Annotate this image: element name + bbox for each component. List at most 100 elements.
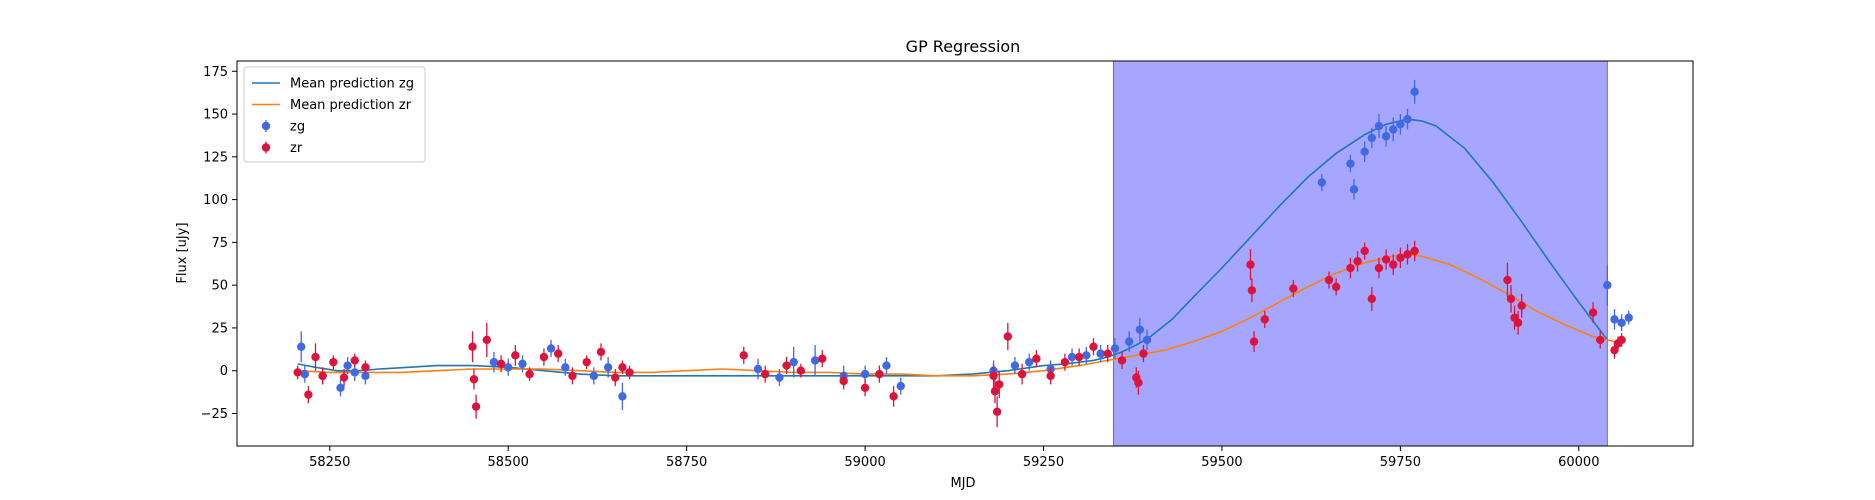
point-zr <box>293 368 302 377</box>
legend-label-mean-prediction-zr: Mean prediction zr <box>290 98 412 113</box>
point-zr <box>339 373 349 382</box>
point-zg <box>1110 344 1120 353</box>
point-zg <box>589 371 599 381</box>
point-zr <box>1367 294 1377 304</box>
point-zr <box>860 383 870 393</box>
point-zr <box>1074 352 1084 362</box>
point-zr <box>1249 337 1259 346</box>
point-zr <box>329 357 338 367</box>
point-zr <box>1247 286 1257 295</box>
point-zg <box>603 363 613 372</box>
point-zr <box>539 352 549 362</box>
point-zg <box>1124 337 1134 346</box>
point-zr <box>1089 342 1098 351</box>
legend-label-zg: zg <box>290 120 305 135</box>
point-zg <box>618 392 627 401</box>
y-tick-label: 75 <box>211 236 228 251</box>
point-zg <box>896 381 905 391</box>
plot-frame <box>236 60 1694 447</box>
y-tick-label: 0 <box>220 364 228 379</box>
y-axis-label: Flux [uJy] <box>175 222 190 283</box>
point-zg <box>1142 335 1152 345</box>
legend-label-mean-prediction-zg: Mean prediction zg <box>290 77 414 92</box>
point-zg <box>504 363 513 372</box>
legend-marker-zr <box>261 143 271 152</box>
point-zg <box>1617 318 1626 327</box>
point-zr <box>875 369 884 379</box>
y-tick-label: 25 <box>211 321 228 336</box>
point-zr <box>611 373 620 382</box>
point-zr <box>1360 246 1369 256</box>
point-zg <box>1096 349 1105 358</box>
point-zr <box>318 371 327 381</box>
point-zr <box>889 392 898 401</box>
x-tick-label: 59000 <box>844 455 885 470</box>
point-zg <box>361 371 370 381</box>
point-zg <box>297 342 306 351</box>
point-zr <box>1003 332 1013 341</box>
point-zr <box>469 375 479 384</box>
point-zg <box>300 369 310 379</box>
point-zg <box>1317 178 1327 187</box>
point-zr <box>1588 308 1598 317</box>
point-zg <box>1010 361 1020 370</box>
y-tick-label: 175 <box>203 65 228 80</box>
x-axis-label: MJD <box>950 476 975 491</box>
point-zr <box>989 371 998 381</box>
point-zr <box>618 363 627 372</box>
point-zr <box>796 366 806 375</box>
point-zr <box>311 352 320 362</box>
point-zr <box>304 390 313 399</box>
point-zr <box>1346 263 1355 273</box>
point-zg <box>1381 132 1391 141</box>
point-zg <box>336 383 345 393</box>
point-zr <box>1260 315 1269 324</box>
point-zg <box>1624 313 1633 322</box>
point-zr <box>511 351 520 360</box>
point-zr <box>361 363 370 372</box>
point-zr <box>1374 263 1384 273</box>
y-tick-label: 100 <box>203 193 228 208</box>
point-zg <box>1360 147 1369 156</box>
point-zr <box>350 356 359 365</box>
point-zr <box>1389 260 1398 269</box>
x-tick-label: 58250 <box>309 455 350 470</box>
point-zr <box>1117 356 1127 365</box>
point-zr <box>739 351 748 360</box>
point-zr <box>1610 345 1619 355</box>
point-zg <box>789 357 798 367</box>
point-zr <box>1396 253 1405 262</box>
axes: 58250 58500 58750 59000 59250 59500 59750 60000… <box>201 60 1694 470</box>
point-zr <box>1513 318 1523 327</box>
point-zg <box>561 363 570 372</box>
point-zr <box>1060 357 1070 367</box>
point-zr <box>582 357 591 367</box>
x-tick-label: 58500 <box>488 455 529 470</box>
point-zr <box>1134 378 1143 387</box>
point-zr <box>1032 354 1041 363</box>
y-tick-label: 50 <box>211 279 228 294</box>
series-zr <box>293 240 1626 428</box>
point-zr <box>568 371 577 381</box>
x-tick-label: 59750 <box>1380 455 1421 470</box>
chart-title: GP Regression <box>906 37 1021 56</box>
point-zr <box>782 361 791 370</box>
point-zg <box>1403 114 1412 124</box>
point-zg <box>1610 315 1619 324</box>
point-zg <box>1603 280 1612 290</box>
point-zg <box>489 357 499 367</box>
point-zr <box>1617 335 1626 345</box>
point-zr <box>1139 349 1148 358</box>
y-tick-label: 150 <box>203 108 228 123</box>
y-tick-label: −25 <box>201 407 228 422</box>
point-zg <box>860 369 870 379</box>
point-zg <box>775 373 784 382</box>
point-zg <box>343 361 352 370</box>
y-tick-label: 125 <box>203 150 228 165</box>
point-zg <box>1082 351 1091 360</box>
point-zr <box>1403 250 1412 259</box>
point-zr <box>992 407 1002 416</box>
point-zr <box>1410 246 1419 256</box>
point-zr <box>760 369 770 379</box>
plot-area <box>293 61 1633 446</box>
